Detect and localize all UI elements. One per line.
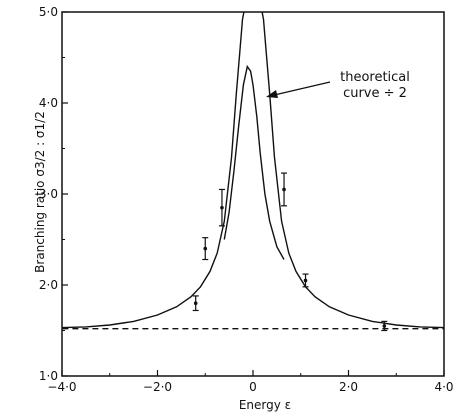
data-point-0 <box>192 295 199 312</box>
annotation-arrowhead <box>266 90 278 98</box>
point-marker <box>193 301 198 306</box>
lines-layer <box>62 12 444 330</box>
series-line-2 <box>223 64 285 260</box>
y-tick-label: 2·0 <box>39 278 58 292</box>
point-marker <box>203 246 208 251</box>
y-axis-label: Branching ratio σ3/2 : σ1/2 <box>33 111 47 273</box>
x-tick-label: 2·0 <box>339 380 358 394</box>
series-line-0 <box>62 12 245 329</box>
point-marker <box>382 324 387 328</box>
y-tick-label: 4·0 <box>39 96 58 110</box>
annotation: theoretical curve ÷ 2 <box>266 70 410 101</box>
annotation-line-2: curve ÷ 2 <box>343 86 407 101</box>
annotation-arrow-shaft <box>269 81 331 97</box>
data-point-1 <box>202 237 209 261</box>
points-layer <box>192 172 388 332</box>
x-tick-label: 0 <box>249 380 257 394</box>
ticks-layer: −4·0 −2·0 0 2·0 4·0 1·0 2·0 3·0 4·0 5·0 <box>39 5 454 394</box>
data-point-3 <box>281 172 288 207</box>
y-tick-label: 1·0 <box>39 369 58 383</box>
y-tick-label: 5·0 <box>39 5 58 19</box>
point-marker <box>282 187 286 192</box>
data-point-2 <box>218 188 225 227</box>
y-tick-label: 3·0 <box>39 187 58 201</box>
x-tick-label: −4·0 <box>47 380 76 394</box>
x-tick-label: 4·0 <box>434 380 453 394</box>
point-marker <box>220 205 224 210</box>
data-point-5 <box>381 320 388 332</box>
series-line-1 <box>261 12 444 329</box>
x-tick-label: −2·0 <box>143 380 172 394</box>
point-marker <box>303 278 308 283</box>
data-point-4 <box>302 273 309 288</box>
x-axis-label: Energy ε <box>239 398 291 412</box>
annotation-line-1: theoretical <box>340 70 410 85</box>
